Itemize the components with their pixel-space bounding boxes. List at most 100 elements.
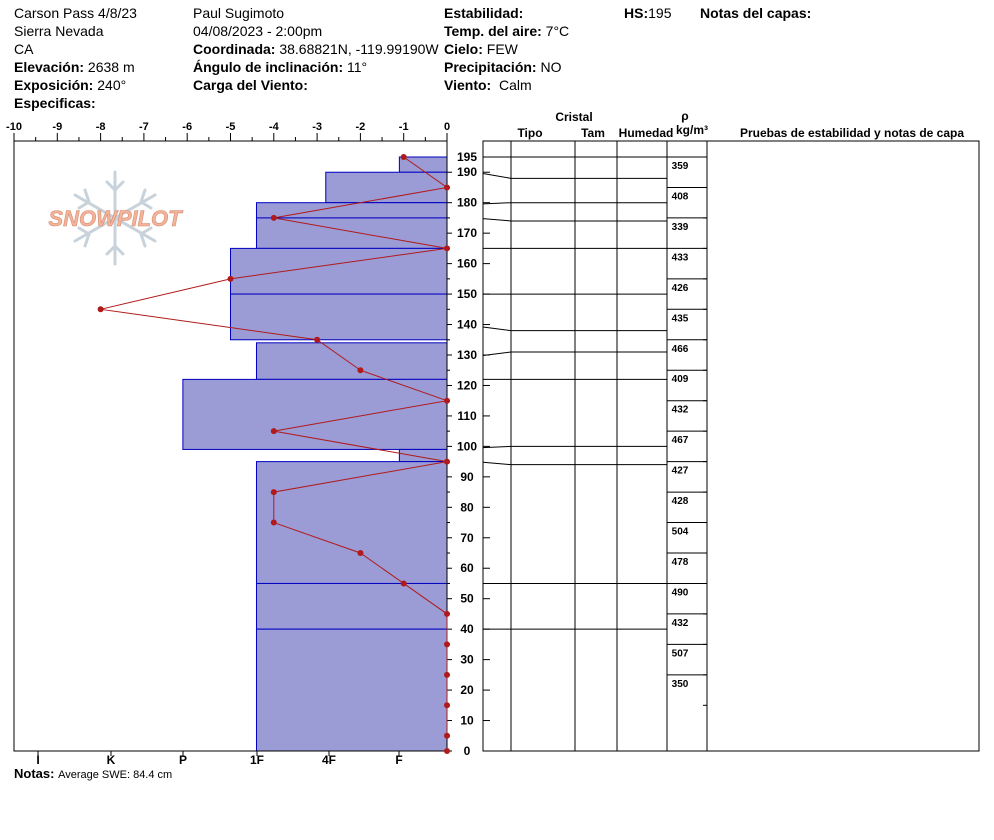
height-tick-label: 70	[460, 531, 474, 545]
conditions-block: Estabilidad: Temp. del aire: 7°C Cielo: …	[444, 4, 569, 94]
temp-tick-label: -1	[399, 121, 409, 133]
hardness-layer-bar	[182, 378, 448, 450]
specifics-label: Especificas:	[14, 95, 96, 111]
hardness-layer-bar	[325, 171, 448, 204]
size-header: Tam	[581, 126, 605, 140]
density-value: 467	[672, 435, 689, 446]
height-tick-label: 160	[457, 257, 477, 271]
temperature-point	[270, 428, 277, 435]
coord-label: Coordinada:	[193, 41, 276, 57]
temperature-point	[400, 154, 407, 160]
density-value: 490	[672, 587, 689, 598]
hardness-layer-bar	[255, 628, 448, 752]
density-value: 433	[672, 252, 689, 263]
notes-row: Notas: Average SWE: 84.4 cm	[14, 766, 172, 781]
density-value: 426	[672, 283, 689, 294]
sky-label: Cielo:	[444, 41, 483, 57]
density-value: 359	[672, 161, 689, 172]
slope-value: 11°	[347, 59, 368, 75]
temperature-point	[270, 489, 277, 496]
height-tick-label: 180	[457, 196, 477, 210]
state-name: CA	[14, 41, 34, 57]
hardness-tick-label: F	[395, 753, 402, 767]
temp-tick-label: -5	[226, 121, 236, 133]
height-tick-label: 80	[460, 500, 474, 514]
temp-tick-label: -3	[312, 121, 322, 133]
wind-value: Calm	[498, 77, 532, 93]
hardness-tick-label: I	[36, 753, 39, 767]
layer-boundary-line	[482, 461, 667, 466]
height-tick-label: 30	[460, 653, 474, 667]
density-value: 478	[672, 557, 689, 568]
slope-row: Ángulo de inclinación: 11°	[193, 58, 439, 76]
aspect-row: Exposición: 240°	[14, 76, 137, 94]
hs-value: 195	[648, 5, 672, 21]
height-tick-label: 40	[460, 622, 474, 636]
density-value: 339	[672, 222, 689, 233]
density-value: 435	[672, 313, 689, 324]
sky-value: FEW	[486, 41, 518, 57]
temp-tick-label: -2	[356, 121, 366, 133]
type-header: Tipo	[517, 126, 542, 140]
observer-name: Paul Sugimoto	[193, 5, 285, 21]
height-tick-label: 20	[460, 683, 474, 697]
height-tick-label: 90	[460, 470, 474, 484]
density-unit-header: kg/m³	[676, 123, 708, 137]
wind-label: Viento:	[444, 77, 492, 93]
wind-row: Viento: Calm	[444, 76, 569, 94]
density-value: 507	[672, 648, 689, 659]
temperature-point	[97, 306, 104, 313]
height-tick-label: 140	[457, 318, 477, 332]
rho-header: ρ	[681, 109, 688, 123]
density-value: 432	[672, 618, 689, 629]
hardness-tick-label: P	[179, 753, 187, 767]
crystal-header: Cristal	[555, 110, 592, 124]
layer-boundary-line	[482, 351, 667, 357]
hardness-layer-bar	[255, 217, 448, 249]
height-tick-label: 60	[460, 561, 474, 575]
snowpilot-wordmark: SNOWPILOT	[48, 206, 183, 231]
sky-row: Cielo: FEW	[444, 40, 569, 58]
height-tick-label: 190	[457, 165, 477, 179]
air-temp-label: Temp. del aire:	[444, 23, 542, 39]
air-temp-value: 7°C	[545, 23, 570, 39]
height-tick-label: 10	[460, 714, 474, 728]
temperature-point	[314, 336, 321, 343]
precip-label: Precipitación:	[444, 59, 537, 75]
hardness-tick-label: 1F	[250, 753, 264, 767]
precip-row: Precipitación: NO	[444, 58, 569, 76]
temperature-point	[400, 580, 407, 587]
temperature-point	[444, 245, 450, 252]
temp-tick-label: 0	[444, 121, 450, 133]
temperature-point	[444, 641, 450, 648]
temperature-point	[270, 519, 277, 526]
notes-label: Notas:	[14, 766, 55, 781]
aspect-label: Exposición:	[14, 77, 94, 93]
temperature-line	[100, 156, 449, 736]
layer-notes-label: Notas del capas:	[700, 5, 812, 21]
density-value: 427	[672, 466, 689, 477]
temperature-point	[444, 458, 450, 465]
temperature-point	[270, 214, 277, 221]
snowflake-icon	[73, 170, 157, 266]
wind-load-label: Carga del Viento:	[193, 77, 308, 93]
temperature-point	[357, 550, 364, 556]
location-block: Carson Pass 4/8/23 Sierra Nevada CA Elev…	[14, 4, 137, 112]
density-value: 408	[672, 191, 689, 202]
layer-boundary-line	[482, 445, 667, 449]
hs-row: HS:195	[624, 4, 671, 22]
layer-boundary-line	[482, 202, 667, 205]
hardness-layer-bar	[255, 582, 448, 630]
humidity-header: Humedad	[619, 126, 674, 140]
layer-boundary-line	[482, 218, 667, 222]
layer-table-frame	[482, 140, 980, 752]
elevation-value: 2638 m	[87, 59, 135, 75]
temp-tick-label: -4	[269, 121, 280, 133]
coord-row: Coordinada: 38.68821N, -119.99190W	[193, 40, 439, 58]
aspect-value: 240°	[97, 77, 127, 93]
stability-label: Estabilidad:	[444, 5, 524, 21]
height-tick-label: 0	[464, 744, 471, 758]
temperature-point	[444, 748, 450, 754]
density-value: 409	[672, 374, 689, 385]
